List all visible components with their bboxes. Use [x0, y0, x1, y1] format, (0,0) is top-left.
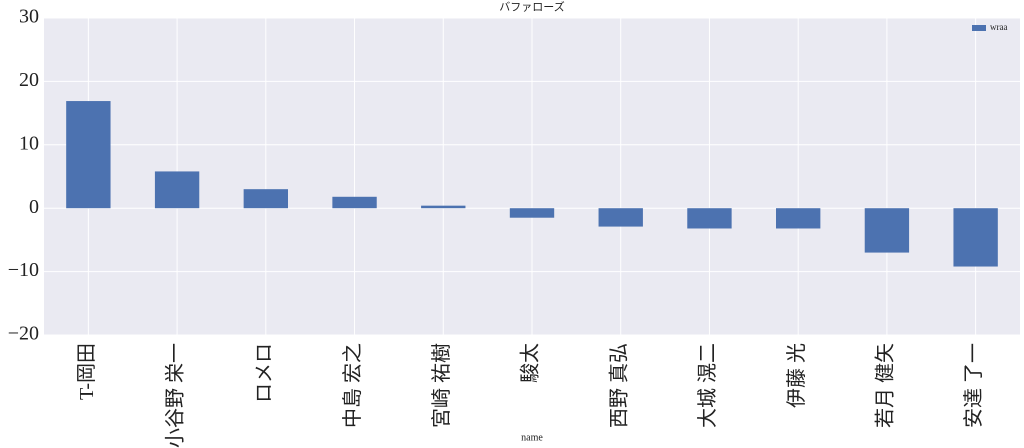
legend-swatch [972, 25, 986, 31]
bar [421, 205, 466, 209]
x-tick-label: 小谷野 栄一 [164, 343, 187, 448]
bar [953, 208, 998, 267]
y-tick-label: 20 [19, 69, 39, 91]
y-tick-label: 0 [29, 196, 39, 218]
y-tick-label: 10 [19, 132, 39, 154]
x-tick-label: 西野 真弘 [607, 343, 630, 428]
x-tick-label: 中島 宏之 [341, 343, 364, 428]
bar [687, 208, 732, 229]
x-tick-label: ロメロ [253, 343, 275, 403]
x-tick-label: 若月 健矢 [874, 343, 897, 428]
x-tick-label: 宮崎 祐樹 [430, 343, 453, 428]
x-axis-label: name [521, 432, 543, 443]
x-tick-label: T-岡田 [76, 343, 98, 400]
bar [66, 101, 111, 209]
bar [154, 171, 200, 209]
x-tick-label: 安達 了一 [962, 343, 985, 428]
y-tick-label: 30 [19, 6, 39, 28]
legend-label: wraa [990, 22, 1008, 32]
chart-title: バファローズ [499, 0, 564, 14]
x-tick-label: 大城 滉二 [696, 343, 719, 428]
x-tick-label: 伊藤 光 [785, 343, 808, 408]
y-tick-label: −20 [8, 323, 39, 345]
bar [864, 208, 910, 253]
bar [243, 189, 288, 209]
bar [332, 196, 377, 209]
bar [598, 208, 643, 227]
bar [776, 208, 821, 229]
bar [509, 208, 555, 218]
y-tick-label: −10 [8, 259, 39, 281]
x-tick-label: 駿太 [519, 343, 542, 383]
